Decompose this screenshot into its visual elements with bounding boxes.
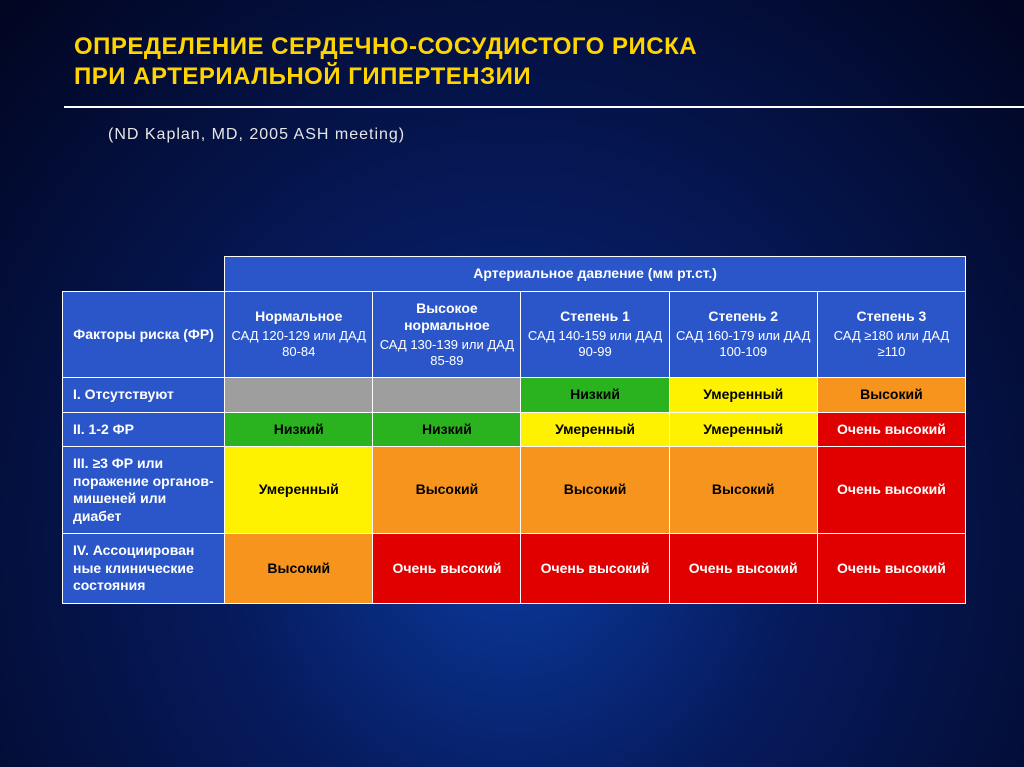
risk-cell: Умеренный xyxy=(669,412,817,447)
risk-cell: Высокий xyxy=(225,534,373,604)
bp-spanner-header: Артериальное давление (мм рт.ст.) xyxy=(225,257,966,292)
col-sub-3: САД 160-179 или ДАД 100-109 xyxy=(676,328,811,361)
risk-cell: Умеренный xyxy=(225,447,373,534)
risk-cell: Очень высокий xyxy=(521,534,669,604)
table-row: II. 1-2 ФР Низкий Низкий Умеренный Умере… xyxy=(63,412,966,447)
col-header-0: Нормальное САД 120-129 или ДАД 80-84 xyxy=(225,291,373,378)
col-header-3: Степень 2 САД 160-179 или ДАД 100-109 xyxy=(669,291,817,378)
risk-cell: Высокий xyxy=(373,447,521,534)
slide-title-line1: ОПРЕДЕЛЕНИЕ СЕРДЕЧНО-СОСУДИСТОГО РИСКА xyxy=(74,32,1024,62)
risk-cell: Низкий xyxy=(521,378,669,413)
risk-cell: Умеренный xyxy=(521,412,669,447)
col-title-1: Высокое нормальное xyxy=(404,300,490,334)
slide-title-line2: ПРИ АРТЕРИАЛЬНОЙ ГИПЕРТЕНЗИИ xyxy=(74,62,1024,92)
row-label-2: III. ≥3 ФР или поражение органов-мишеней… xyxy=(63,447,225,534)
col-sub-0: САД 120-129 или ДАД 80-84 xyxy=(231,328,366,361)
risk-cell: Очень высокий xyxy=(817,534,965,604)
table-corner-blank xyxy=(63,257,225,292)
col-header-1: Высокое нормальное САД 130-139 или ДАД 8… xyxy=(373,291,521,378)
risk-cell: Умеренный xyxy=(669,378,817,413)
risk-cell: Низкий xyxy=(373,412,521,447)
col-title-3: Степень 2 xyxy=(708,308,778,324)
risk-cell: Низкий xyxy=(225,412,373,447)
col-title-4: Степень 3 xyxy=(857,308,927,324)
risk-cell: Очень высокий xyxy=(669,534,817,604)
row-label-1: II. 1-2 ФР xyxy=(63,412,225,447)
factors-header: Факторы риска (ФР) xyxy=(63,291,225,378)
risk-cell: Высокий xyxy=(669,447,817,534)
col-title-2: Степень 1 xyxy=(560,308,630,324)
risk-cell xyxy=(373,378,521,413)
col-header-4: Степень 3 САД ≥180 или ДАД ≥110 xyxy=(817,291,965,378)
risk-table-container: Артериальное давление (мм рт.ст.) Фактор… xyxy=(62,256,966,604)
row-label-0: I. Отсутствуют xyxy=(63,378,225,413)
col-title-0: Нормальное xyxy=(255,308,342,324)
risk-cell: Высокий xyxy=(521,447,669,534)
col-sub-4: САД ≥180 или ДАД ≥110 xyxy=(824,328,959,361)
risk-cell: Высокий xyxy=(817,378,965,413)
col-sub-2: САД 140-159 или ДАД 90-99 xyxy=(527,328,662,361)
title-underline xyxy=(64,106,1024,108)
col-header-2: Степень 1 САД 140-159 или ДАД 90-99 xyxy=(521,291,669,378)
risk-cell: Очень высокий xyxy=(373,534,521,604)
table-row: I. Отсутствуют Низкий Умеренный Высокий xyxy=(63,378,966,413)
risk-table: Артериальное давление (мм рт.ст.) Фактор… xyxy=(62,256,966,604)
risk-cell: Очень высокий xyxy=(817,412,965,447)
risk-cell xyxy=(225,378,373,413)
slide-subtitle: (ND Kaplan, MD, 2005 ASH meeting) xyxy=(108,126,1024,144)
table-row: IV. Ассоциирован ные клинические состоян… xyxy=(63,534,966,604)
table-row: III. ≥3 ФР или поражение органов-мишеней… xyxy=(63,447,966,534)
col-sub-1: САД 130-139 или ДАД 85-89 xyxy=(379,337,514,370)
column-headers-row: Факторы риска (ФР) Нормальное САД 120-12… xyxy=(63,291,966,378)
risk-cell: Очень высокий xyxy=(817,447,965,534)
row-label-3: IV. Ассоциирован ные клинические состоян… xyxy=(63,534,225,604)
